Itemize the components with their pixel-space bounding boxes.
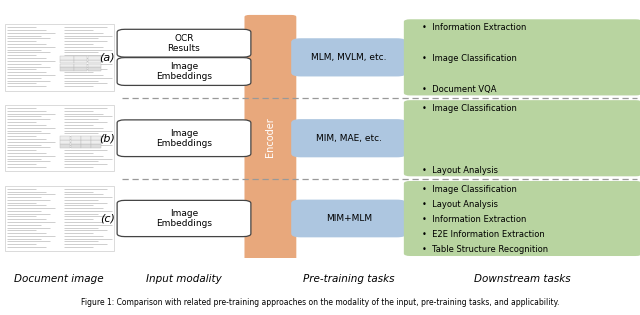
FancyBboxPatch shape (117, 120, 251, 157)
FancyBboxPatch shape (61, 67, 74, 71)
Text: •  Table Structure Recognition: • Table Structure Recognition (422, 245, 548, 254)
Text: •  Information Extraction: • Information Extraction (422, 215, 526, 224)
FancyBboxPatch shape (61, 60, 74, 63)
FancyBboxPatch shape (61, 56, 74, 60)
FancyBboxPatch shape (71, 136, 81, 140)
FancyBboxPatch shape (81, 140, 91, 144)
FancyBboxPatch shape (5, 186, 114, 251)
FancyBboxPatch shape (291, 119, 406, 157)
Text: MLM, MVLM, etc.: MLM, MVLM, etc. (311, 53, 387, 62)
FancyBboxPatch shape (5, 24, 114, 90)
Text: (a): (a) (100, 52, 115, 62)
FancyBboxPatch shape (404, 181, 640, 256)
FancyBboxPatch shape (291, 200, 406, 237)
Text: (b): (b) (99, 133, 115, 143)
FancyBboxPatch shape (88, 60, 101, 63)
FancyBboxPatch shape (61, 64, 74, 67)
FancyBboxPatch shape (5, 105, 114, 171)
FancyBboxPatch shape (404, 100, 640, 176)
FancyBboxPatch shape (291, 38, 406, 77)
FancyBboxPatch shape (81, 145, 91, 148)
Text: •  Layout Analysis: • Layout Analysis (422, 200, 498, 209)
FancyBboxPatch shape (92, 140, 101, 144)
FancyBboxPatch shape (71, 145, 81, 148)
FancyBboxPatch shape (117, 58, 251, 85)
FancyBboxPatch shape (88, 56, 101, 60)
FancyBboxPatch shape (61, 140, 70, 144)
FancyBboxPatch shape (404, 19, 640, 95)
Text: MIM, MAE, etc.: MIM, MAE, etc. (316, 134, 382, 143)
Text: •  Image Classification: • Image Classification (422, 185, 516, 194)
Text: Input modality: Input modality (146, 274, 222, 284)
FancyBboxPatch shape (74, 56, 88, 60)
Text: Image
Embeddings: Image Embeddings (156, 62, 212, 81)
Text: (c): (c) (100, 214, 115, 223)
FancyBboxPatch shape (244, 15, 296, 260)
FancyBboxPatch shape (92, 145, 101, 148)
FancyBboxPatch shape (88, 64, 101, 67)
FancyBboxPatch shape (74, 67, 88, 71)
Text: •  Layout Analysis: • Layout Analysis (422, 166, 498, 175)
FancyBboxPatch shape (61, 145, 70, 148)
Text: OCR
Results: OCR Results (168, 33, 200, 53)
FancyBboxPatch shape (81, 136, 91, 140)
Text: Image
Embeddings: Image Embeddings (156, 209, 212, 228)
Text: Document image: Document image (14, 274, 104, 284)
Text: Image
Embeddings: Image Embeddings (156, 129, 212, 148)
FancyBboxPatch shape (117, 29, 251, 57)
FancyBboxPatch shape (71, 140, 81, 144)
Text: •  Image Classification: • Image Classification (422, 104, 516, 113)
FancyBboxPatch shape (92, 136, 101, 140)
Text: •  Document VQA: • Document VQA (422, 85, 496, 94)
Text: MIM+MLM: MIM+MLM (326, 214, 372, 223)
Text: Downstream tasks: Downstream tasks (474, 274, 571, 284)
FancyBboxPatch shape (88, 67, 101, 71)
Text: Pre-training tasks: Pre-training tasks (303, 274, 394, 284)
Text: •  Information Extraction: • Information Extraction (422, 24, 526, 32)
Text: Encoder: Encoder (266, 118, 275, 158)
Text: •  E2E Information Extraction: • E2E Information Extraction (422, 230, 545, 239)
FancyBboxPatch shape (74, 60, 88, 63)
Text: Figure 1: Comparison with related pre-training approaches on the modality of the: Figure 1: Comparison with related pre-tr… (81, 298, 559, 307)
Text: •  Image Classification: • Image Classification (422, 54, 516, 63)
FancyBboxPatch shape (61, 136, 70, 140)
FancyBboxPatch shape (117, 200, 251, 237)
FancyBboxPatch shape (74, 64, 88, 67)
